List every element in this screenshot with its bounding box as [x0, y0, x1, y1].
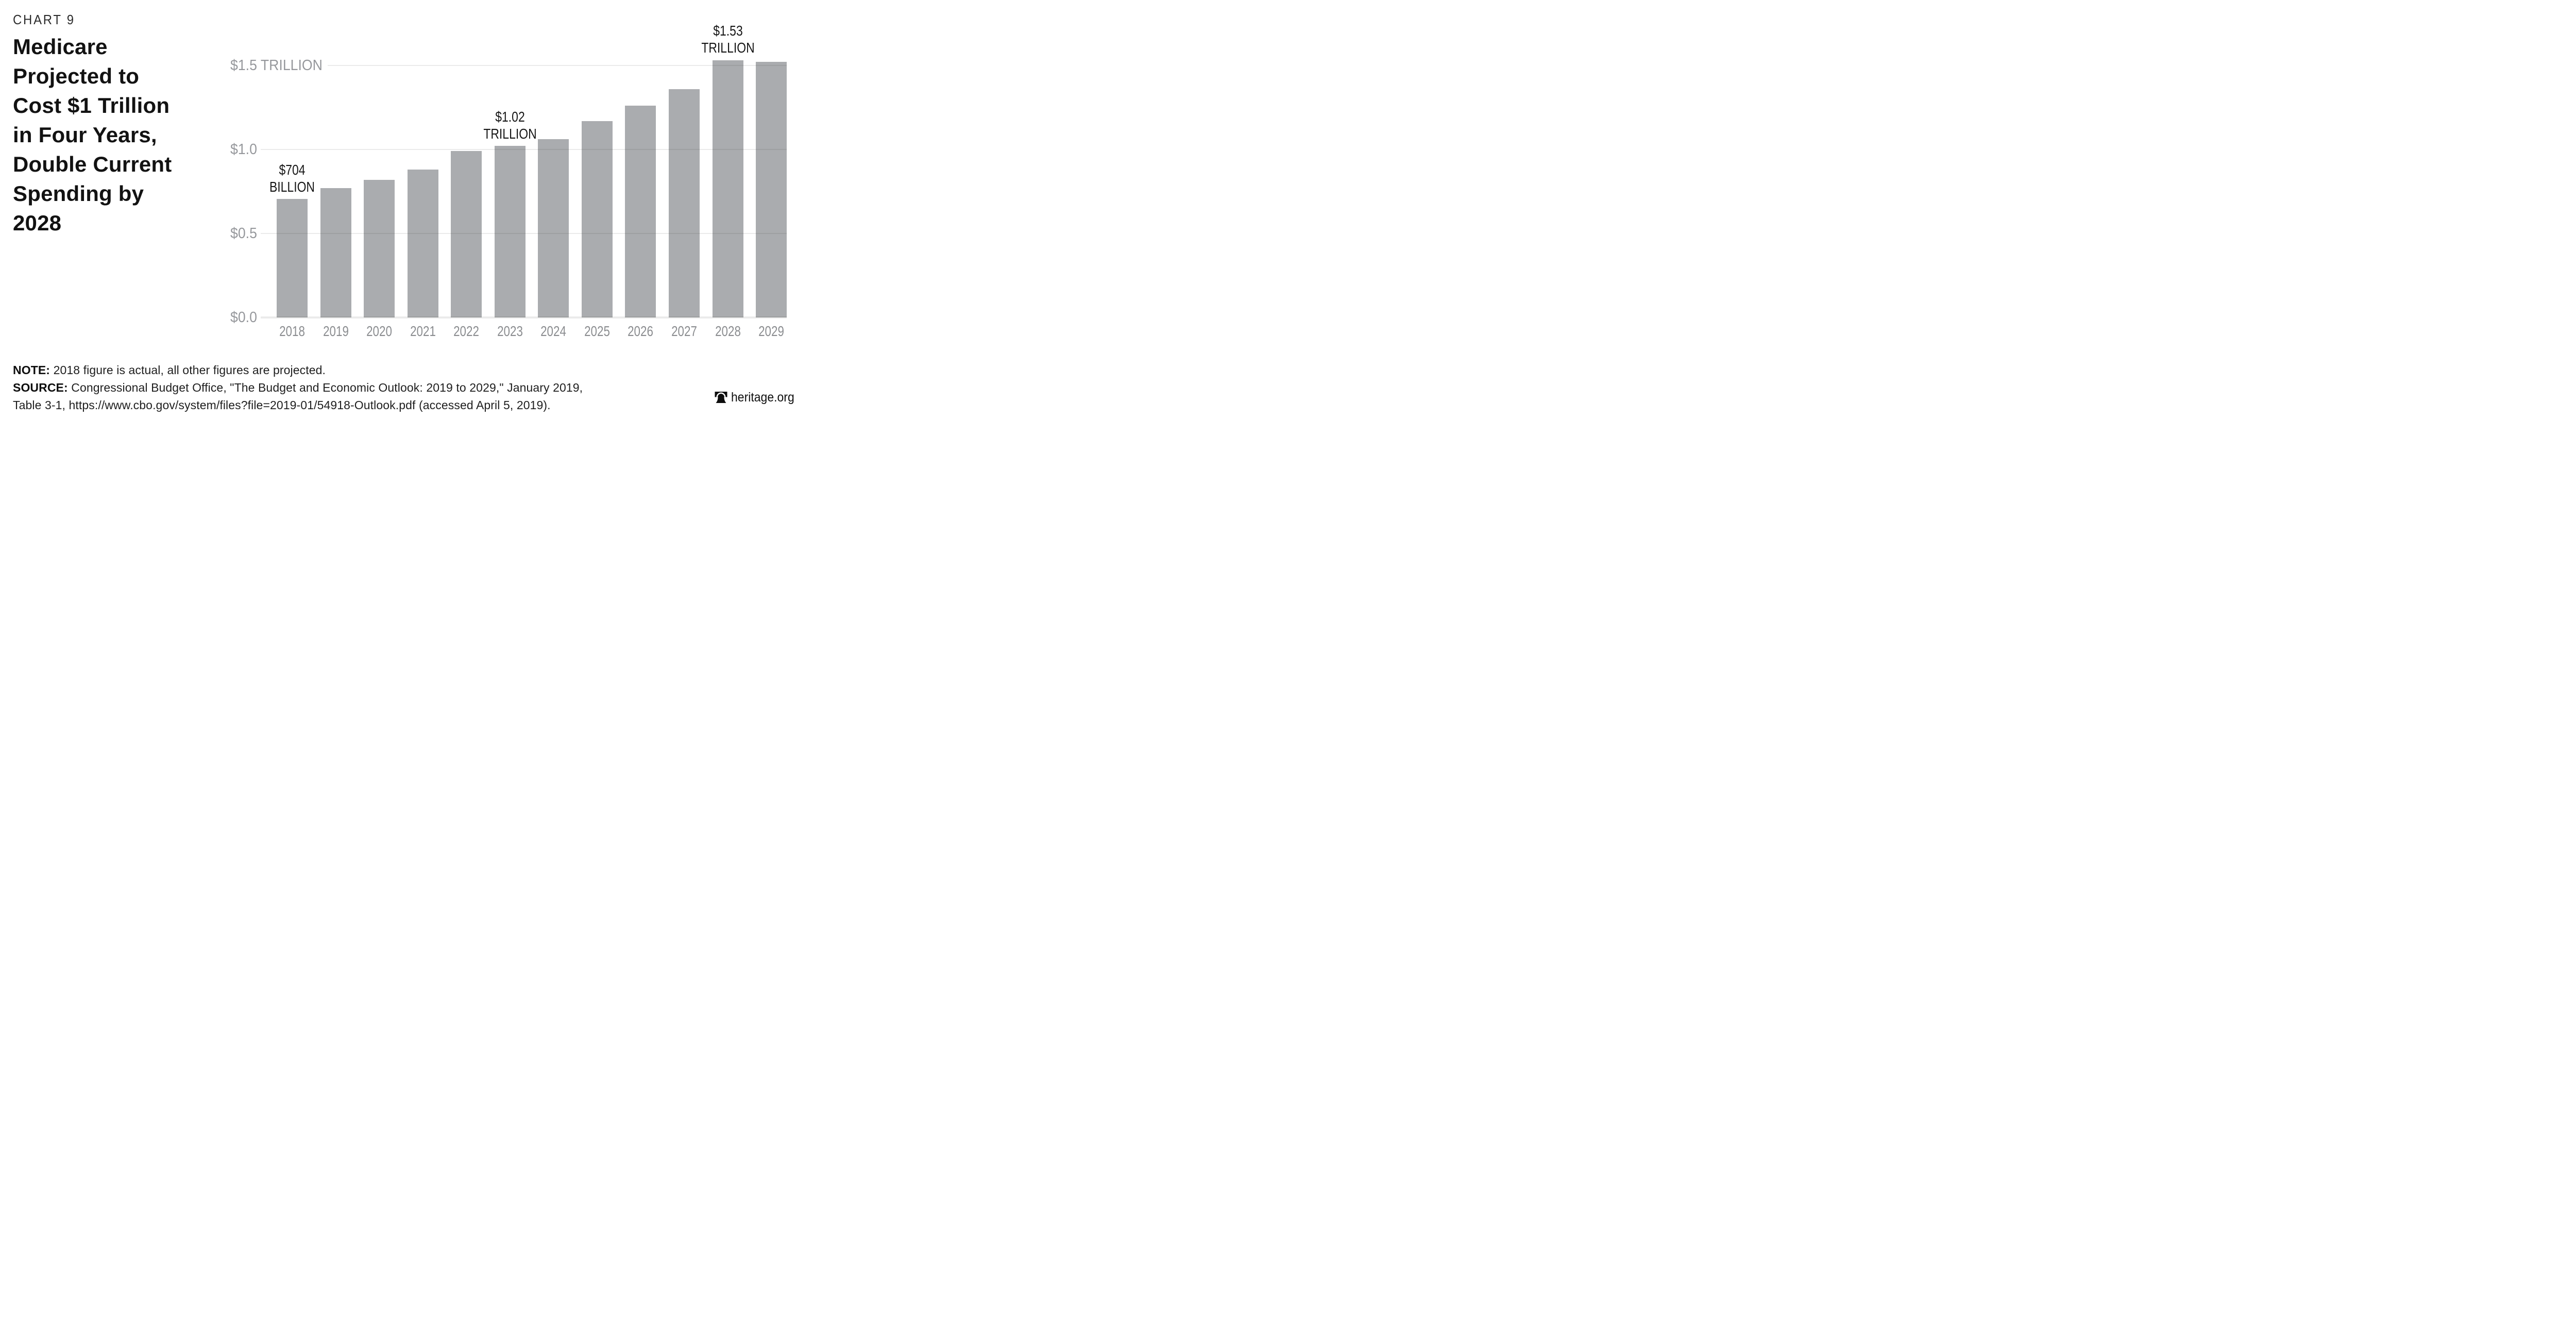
annotation-2028: $1.53 TRILLION [694, 22, 761, 56]
note-text: 2018 figure is actual, all other figures… [53, 363, 326, 377]
brand: heritage.org [715, 390, 800, 405]
title-line-7: 2028 [13, 211, 62, 235]
x-axis-label-2024: 2024 [540, 323, 567, 339]
x-axis-label-2019: 2019 [323, 323, 349, 339]
chart-title: Medicare Projected to Cost $1 Trillion in F… [13, 32, 172, 238]
x-axis-label-2028: 2028 [715, 323, 741, 339]
annotation-line: BILLION [269, 178, 315, 195]
x-axis-label-2020: 2020 [366, 323, 393, 339]
x-axis-label-2027: 2027 [671, 323, 697, 339]
title-line-4: in Four Years, [13, 123, 157, 147]
gridline-$1.5-TRILLION [328, 65, 787, 66]
bar-2021 [407, 170, 438, 317]
x-axis-label-2022: 2022 [453, 323, 480, 339]
title-line-1: Medicare [13, 35, 108, 59]
bar-2018 [277, 199, 308, 317]
bar-2027 [668, 89, 700, 317]
title-line-5: Double Current [13, 152, 172, 176]
bar-2023 [494, 146, 526, 317]
bar-2020 [364, 180, 395, 317]
source-line-1: SOURCE: Congressional Budget Office, "Th… [13, 379, 583, 396]
chart-figure: CHART 9 Medicare Projected to Cost $1 Tril… [0, 0, 808, 421]
x-axis-label-2029: 2029 [758, 323, 784, 339]
source-text-1: Congressional Budget Office, "The Budget… [71, 381, 583, 394]
source-text-2: Table 3-1, https://www.cbo.gov/system/fi… [13, 398, 551, 412]
plot-area: $0.0 $0.5 $1.0 $1.5 TRILLION 2018 2019 2020 202… [0, 0, 808, 421]
bar-2022 [451, 151, 482, 317]
bar-2019 [320, 188, 351, 317]
source-line-2: Table 3-1, https://www.cbo.gov/system/fi… [13, 396, 583, 414]
gridline-$1.0 [261, 149, 787, 150]
source-label: SOURCE: [13, 381, 68, 394]
x-axis-label-2018: 2018 [279, 323, 305, 339]
x-axis-label-2025: 2025 [584, 323, 610, 339]
bar-2028 [712, 60, 743, 317]
bar-2024 [538, 139, 569, 317]
annotation-2018: $704 BILLION [258, 161, 326, 195]
annotation-2023: $1.02 TRILLION [476, 108, 544, 142]
title-line-6: Spending by [13, 181, 144, 206]
note-line: NOTE: 2018 figure is actual, all other f… [13, 361, 583, 379]
x-axis-label-2023: 2023 [497, 323, 523, 339]
y-axis-label-$0.5: $0.5 [230, 225, 257, 242]
annotation-line: $1.53 [713, 23, 743, 39]
footer-notes: NOTE: 2018 figure is actual, all other f… [13, 361, 583, 414]
chart-eyebrow: CHART 9 [13, 12, 75, 27]
bar-2029 [756, 62, 787, 317]
annotation-line: $1.02 [495, 108, 525, 125]
y-axis-label-$0.0: $0.0 [230, 309, 257, 326]
x-axis-label-2021: 2021 [410, 323, 436, 339]
y-axis-label-$1.0: $1.0 [230, 141, 257, 158]
heritage-bell-icon [715, 391, 727, 404]
bar-2025 [581, 121, 613, 317]
note-label: NOTE: [13, 363, 50, 377]
title-line-2: Projected to [13, 64, 140, 88]
gridline-$0.5 [261, 233, 787, 234]
title-line-3: Cost $1 Trillion [13, 93, 170, 118]
annotation-line: TRILLION [701, 40, 755, 56]
gridline-$0.0 [261, 316, 787, 318]
brand-text: heritage.org [731, 390, 794, 405]
annotation-line: $704 [279, 161, 306, 178]
annotation-line: TRILLION [483, 125, 537, 142]
y-axis-label-$1.5-TRILLION: $1.5 TRILLION [230, 57, 323, 74]
bar-2026 [625, 106, 656, 317]
x-axis-label-2026: 2026 [628, 323, 654, 339]
